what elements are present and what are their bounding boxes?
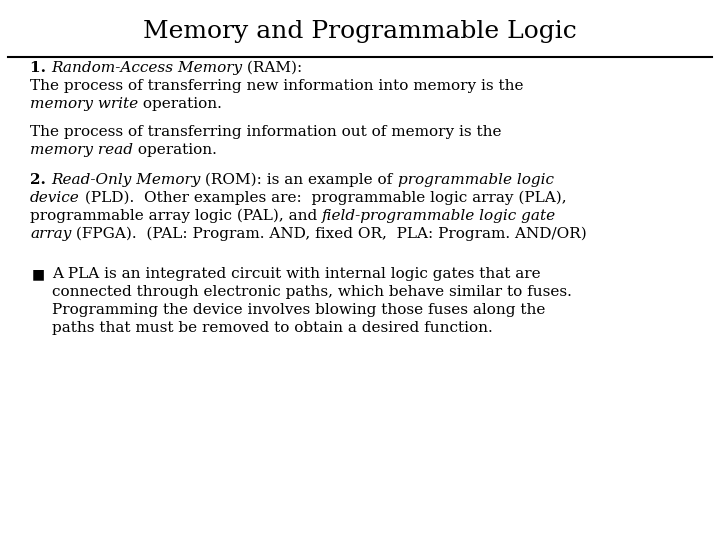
Text: Memory and Programmable Logic: Memory and Programmable Logic xyxy=(143,20,577,43)
Text: connected through electronic paths, which behave similar to fuses.: connected through electronic paths, whic… xyxy=(52,285,572,299)
Text: array: array xyxy=(30,227,71,241)
Text: The process of transferring new information into memory is the: The process of transferring new informat… xyxy=(30,79,523,93)
Text: 2.: 2. xyxy=(30,173,51,187)
Text: memory read: memory read xyxy=(30,143,133,157)
Text: Read-Only Memory: Read-Only Memory xyxy=(51,173,200,187)
Text: A PLA is an integrated circuit with internal logic gates that are: A PLA is an integrated circuit with inte… xyxy=(52,267,541,281)
Text: field-programmable logic gate: field-programmable logic gate xyxy=(322,209,557,223)
Text: Random-Access Memory: Random-Access Memory xyxy=(51,61,243,75)
Text: (FPGA).  (PAL: Program. AND, fixed OR,  PLA: Program. AND/OR): (FPGA). (PAL: Program. AND, fixed OR, PL… xyxy=(71,227,587,241)
Text: operation.: operation. xyxy=(133,143,217,157)
Text: Programming the device involves blowing those fuses along the: Programming the device involves blowing … xyxy=(52,303,545,317)
Text: paths that must be removed to obtain a desired function.: paths that must be removed to obtain a d… xyxy=(52,321,492,335)
Text: (RAM):: (RAM): xyxy=(243,61,302,75)
Text: device: device xyxy=(30,191,80,205)
Text: operation.: operation. xyxy=(138,97,222,111)
Text: programmable array logic (PAL), and: programmable array logic (PAL), and xyxy=(30,208,322,223)
Text: 1.: 1. xyxy=(30,61,51,75)
Text: ■: ■ xyxy=(32,267,45,281)
Text: The process of transferring information out of memory is the: The process of transferring information … xyxy=(30,125,502,139)
Text: (ROM): is an example of: (ROM): is an example of xyxy=(200,173,397,187)
Text: (PLD).  Other examples are:  programmable logic array (PLA),: (PLD). Other examples are: programmable … xyxy=(80,191,567,205)
Text: programmable logic: programmable logic xyxy=(397,173,554,187)
Text: memory write: memory write xyxy=(30,97,138,111)
